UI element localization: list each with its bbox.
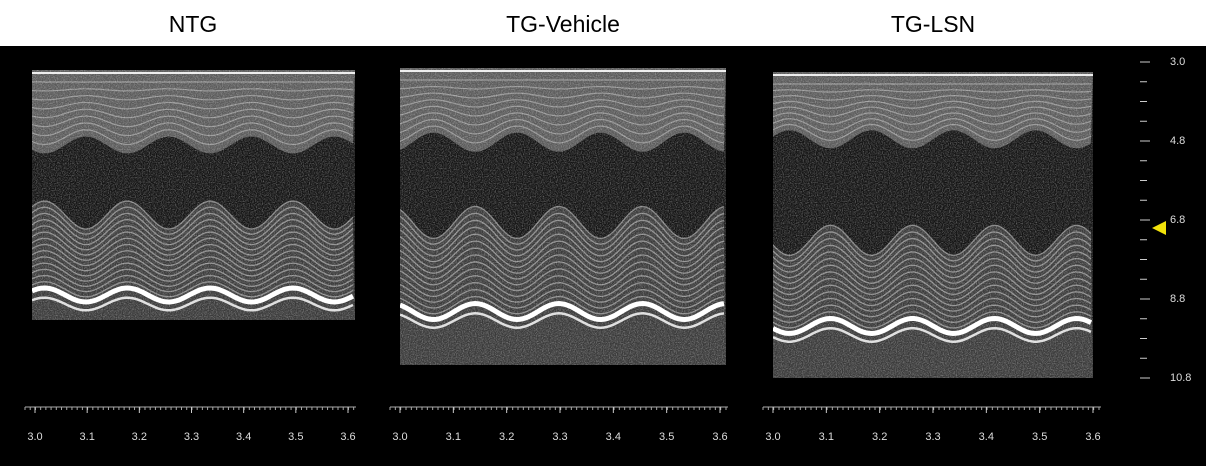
time-label: 3.4 <box>979 431 994 443</box>
time-label: 3.2 <box>132 431 147 443</box>
time-label: 3.5 <box>1032 431 1047 443</box>
time-label: 3.1 <box>80 431 95 443</box>
time-label: 3.2 <box>499 431 514 443</box>
time-label: 3.3 <box>184 431 199 443</box>
panel-title: TG-Vehicle <box>506 11 620 37</box>
time-label: 3.6 <box>340 431 355 443</box>
panel-title: TG-LSN <box>891 11 975 37</box>
time-label: 3.2 <box>872 431 887 443</box>
depth-label: 8.8 <box>1170 293 1185 305</box>
time-label: 3.0 <box>27 431 42 443</box>
speckle <box>32 70 355 320</box>
time-label: 3.1 <box>819 431 834 443</box>
echo-image <box>32 70 355 320</box>
time-label: 3.6 <box>1085 431 1100 443</box>
speckle <box>400 68 726 365</box>
panel-title: NTG <box>169 11 218 37</box>
echo-image <box>773 72 1093 378</box>
time-label: 3.5 <box>288 431 303 443</box>
time-label: 3.4 <box>606 431 621 443</box>
depth-label: 3.0 <box>1170 56 1185 68</box>
time-label: 3.6 <box>712 431 727 443</box>
time-label: 3.3 <box>552 431 567 443</box>
time-label: 3.0 <box>765 431 780 443</box>
time-label: 3.4 <box>236 431 251 443</box>
depth-label: 4.8 <box>1170 135 1185 147</box>
time-label: 3.3 <box>925 431 940 443</box>
time-label: 3.1 <box>446 431 461 443</box>
time-label: 3.0 <box>392 431 407 443</box>
echo-image <box>400 68 726 365</box>
depth-label: 6.8 <box>1170 214 1185 226</box>
depth-label: 10.8 <box>1170 372 1191 384</box>
speckle <box>773 72 1093 378</box>
time-label: 3.5 <box>659 431 674 443</box>
figure: NTG 3.0 3.1 3.2 3.3 3.4 3.5 3.6 TG-Vehicle 3.0 3.1… <box>0 0 1206 466</box>
